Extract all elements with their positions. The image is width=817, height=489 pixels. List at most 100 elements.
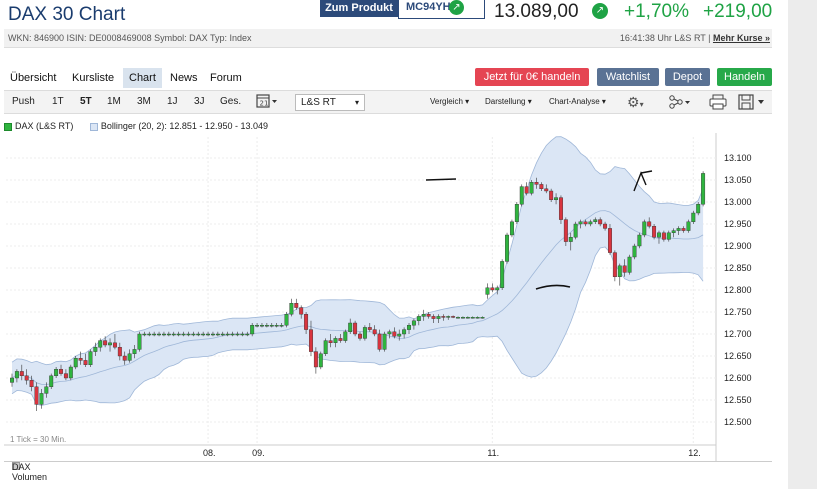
candle-body	[220, 333, 225, 336]
mehr-kurse-link[interactable]: Mehr Kurse »	[712, 33, 770, 43]
range-1j[interactable]: 1J	[167, 96, 178, 107]
candle-body	[10, 377, 14, 383]
candle-body	[225, 333, 230, 336]
candle-body	[14, 371, 19, 379]
candle-body	[456, 317, 460, 319]
vergleich-menu[interactable]: Vergleich ▾	[430, 97, 470, 106]
tick-note: 1 Tick = 30 Min.	[10, 435, 66, 444]
range-push[interactable]: Push	[12, 96, 35, 107]
y-tick-label: 12.700	[724, 329, 752, 339]
tab-uebersicht[interactable]: Übersicht	[10, 72, 57, 84]
candle-body	[210, 333, 215, 336]
candle-body	[514, 203, 519, 222]
candle-body	[402, 329, 407, 335]
page-margin	[788, 0, 817, 489]
tab-news[interactable]: News	[170, 72, 198, 84]
candle-body	[299, 307, 304, 315]
annotation-arrow	[633, 170, 653, 192]
candle-body	[333, 338, 338, 343]
y-tick-label: 12.750	[724, 307, 752, 317]
settings-gear-icon[interactable]: ⚙▾	[627, 94, 644, 110]
candle-body	[441, 316, 446, 318]
candle-body	[240, 333, 245, 336]
candle-body	[230, 333, 235, 336]
candle-body	[652, 225, 657, 238]
candle-body	[387, 331, 392, 335]
depot-button[interactable]: Depot	[665, 68, 710, 86]
candle-body	[446, 316, 451, 318]
candle-body	[554, 197, 559, 200]
legend-bollinger: Bollinger (20, 2): 12.851 - 12.950 - 13.…	[100, 121, 268, 131]
candle-body	[465, 317, 470, 319]
candle-body	[206, 333, 211, 336]
chart-toolbar: Push 1T 5T 1M 3M 1J 3J Ges. 21 L&S RT ▾ V…	[4, 90, 772, 114]
candle-body	[578, 221, 583, 225]
range-3j[interactable]: 3J	[194, 96, 205, 107]
range-5t[interactable]: 5T	[80, 96, 92, 107]
candle-body	[284, 313, 289, 326]
y-tick-label: 13.050	[724, 175, 752, 185]
candle-body	[676, 228, 681, 231]
current-price: 13.089,00	[494, 1, 579, 22]
tab-forum[interactable]: Forum	[210, 72, 242, 84]
watchlist-button[interactable]: Watchlist	[597, 68, 659, 86]
vergleich-label: Vergleich	[430, 97, 463, 106]
range-1m[interactable]: 1M	[107, 96, 121, 107]
range-1t[interactable]: 1T	[52, 96, 64, 107]
darstellung-menu[interactable]: Darstellung ▾	[485, 97, 532, 106]
candle-body	[563, 219, 568, 242]
candle-body	[612, 252, 617, 277]
instrument-identifiers: WKN: 846900 ISIN: DE0008469008 Symbol: D…	[8, 33, 252, 43]
candle-body	[98, 340, 103, 348]
indicator-nodes-icon[interactable]	[668, 94, 692, 113]
candle-body	[78, 357, 83, 361]
candle-body	[485, 287, 490, 295]
candle-body	[627, 256, 632, 273]
candle-body	[519, 186, 524, 205]
x-tick-label: 09.	[252, 448, 265, 458]
quote-time: 16:41:38 Uhr L&S RT | Mehr Kurse »	[620, 33, 770, 43]
candle-body	[475, 317, 480, 319]
chart-analyse-menu[interactable]: Chart-Analyse ▾	[549, 97, 606, 106]
price-chart[interactable]: 13.100 13.050 13.000 12.950 12.900 12.850 12.8…	[4, 133, 772, 461]
svg-text:21: 21	[260, 100, 269, 108]
save-icon[interactable]	[738, 94, 768, 113]
candle-body	[632, 245, 637, 258]
candle-body	[191, 333, 196, 336]
volume-swatch	[12, 462, 20, 470]
annotation-high-line	[425, 178, 457, 181]
range-ges[interactable]: Ges.	[220, 96, 242, 107]
bollinger-upper-line	[11, 136, 704, 366]
candle-body	[59, 368, 63, 374]
candle-body	[137, 333, 142, 350]
print-icon[interactable]	[709, 94, 727, 113]
candle-body	[362, 327, 367, 339]
tab-chart[interactable]: Chart	[123, 68, 162, 88]
candle-body	[264, 324, 269, 327]
trade-button[interactable]: Jetzt für 0€ handeln	[475, 68, 589, 86]
candle-body	[29, 379, 34, 387]
product-code-box[interactable]: MC94YH ↗	[398, 0, 485, 19]
zum-produkt-button[interactable]: Zum Produkt	[320, 0, 398, 17]
price-chart-svg[interactable]: 13.100 13.050 13.000 12.950 12.900 12.850 12.8…	[4, 133, 772, 461]
exchange-select-value: L&S RT	[301, 97, 336, 108]
calendar-icon[interactable]: 21	[256, 93, 278, 112]
candle-body	[666, 232, 671, 240]
handeln-button[interactable]: Handeln	[717, 68, 772, 86]
y-tick-label: 12.650	[724, 351, 752, 361]
y-tick-label: 13.100	[724, 153, 752, 163]
range-3m[interactable]: 3M	[137, 96, 151, 107]
candle-body	[260, 324, 264, 327]
candle-body	[318, 353, 323, 368]
candle-body	[343, 331, 348, 341]
candle-body	[549, 190, 554, 201]
candle-body	[681, 228, 686, 231]
volume-title: DAX Volumen	[12, 462, 48, 482]
candle-body	[147, 333, 152, 336]
candle-body	[509, 221, 514, 236]
candle-body	[392, 331, 397, 337]
y-tick-label: 12.500	[724, 417, 752, 427]
candle-body	[539, 184, 544, 190]
tab-kursliste[interactable]: Kursliste	[72, 72, 115, 84]
exchange-select[interactable]: L&S RT ▾	[295, 94, 365, 111]
